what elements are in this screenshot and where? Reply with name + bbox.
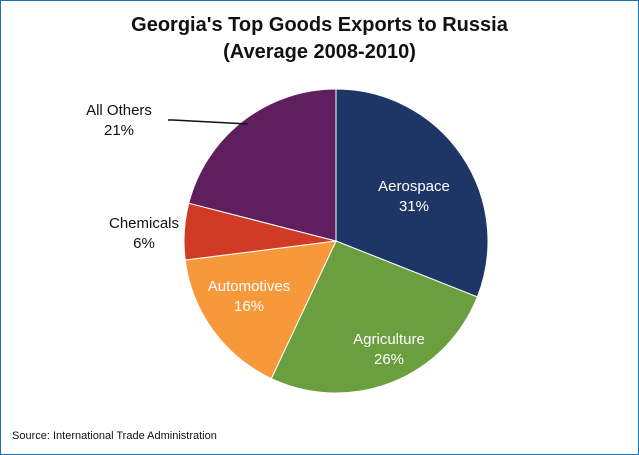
slice-value-all-others: 21%: [104, 122, 134, 139]
slice-label-automotives: Automotives: [208, 278, 291, 295]
source-note: Source: International Trade Administrati…: [12, 430, 217, 442]
slice-value-aerospace: 31%: [399, 198, 429, 215]
chart-title-line1: Georgia's Top Goods Exports to Russia: [131, 14, 508, 36]
pie-slice-all-others: [188, 88, 337, 242]
chart-title-line2: (Average 2008-2010): [223, 41, 416, 63]
leader-line-all-others: [168, 119, 249, 125]
pie-slice-aerospace: [335, 88, 489, 298]
pie-slice-automotives: [184, 240, 337, 380]
slice-label-all-others: All Others: [86, 102, 152, 119]
slice-value-chemicals: 6%: [133, 235, 155, 252]
slice-value-agriculture: 26%: [374, 351, 404, 368]
slice-value-automotives: 16%: [234, 298, 264, 315]
slice-label-chemicals: Chemicals: [109, 215, 179, 232]
slice-label-aerospace: Aerospace: [378, 178, 450, 195]
pie-slice-agriculture: [270, 240, 478, 394]
slice-label-agriculture: Agriculture: [353, 331, 425, 348]
